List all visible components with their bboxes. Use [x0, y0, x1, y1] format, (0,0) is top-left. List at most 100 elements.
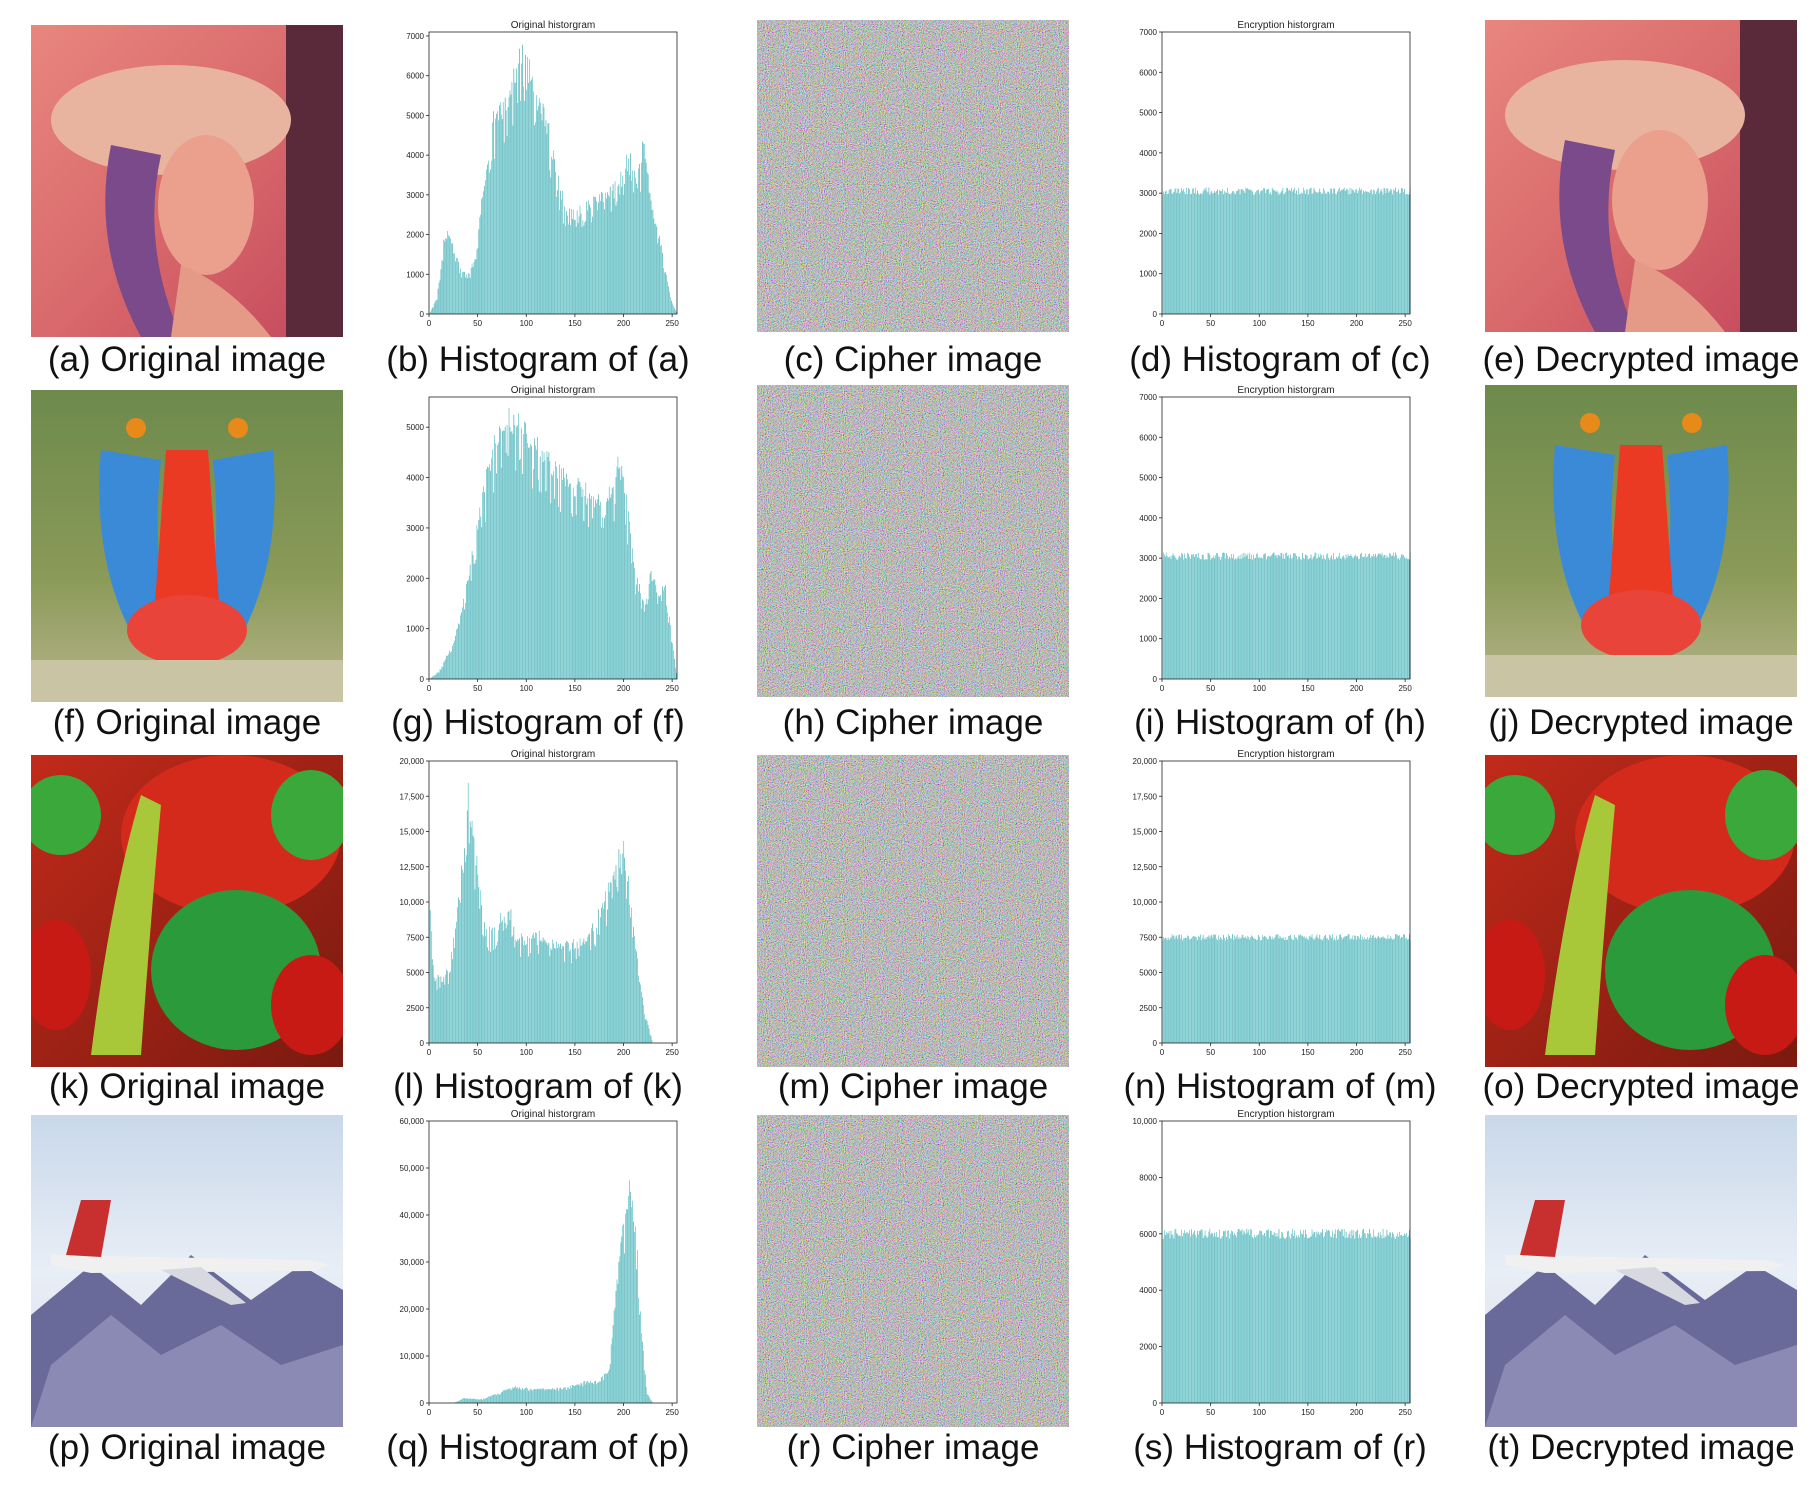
histogram-bar — [583, 938, 585, 1043]
histogram-bar — [1294, 187, 1295, 314]
y-tick-label: 10,000 — [400, 898, 425, 907]
histogram-bar — [593, 196, 594, 314]
histogram-bar — [1287, 187, 1288, 314]
histogram-bar — [476, 525, 478, 679]
histogram-d: Encryption historgram0100020003000400050… — [1139, 20, 1412, 328]
histogram-bar — [1398, 1236, 1399, 1403]
histogram-bar — [1288, 1230, 1289, 1403]
histogram-bar — [498, 442, 499, 679]
histogram-bar — [566, 211, 567, 314]
y-tick-label: 0 — [420, 1039, 425, 1048]
histogram-bar — [1346, 1237, 1348, 1403]
histogram-bar — [1358, 559, 1359, 679]
histogram-bar — [672, 643, 673, 679]
histogram-bar — [1205, 939, 1207, 1043]
x-tick-label: 250 — [665, 684, 679, 693]
histogram-bar — [1243, 1230, 1245, 1403]
histogram-bar — [447, 655, 449, 679]
histogram-bar — [1235, 936, 1237, 1043]
histogram-bar — [1390, 554, 1392, 679]
histogram-bar — [1279, 556, 1281, 679]
histogram-bar — [1275, 1236, 1277, 1403]
histogram-bar — [1238, 1228, 1240, 1403]
histogram-bar — [1184, 938, 1185, 1043]
histogram-bar — [433, 977, 435, 1043]
histogram-bar — [1319, 1234, 1321, 1403]
histogram-bar — [527, 936, 528, 1043]
histogram-bar — [1291, 1233, 1292, 1403]
histogram-bar — [1404, 188, 1405, 314]
histogram-bar — [1366, 191, 1367, 314]
baboon-original-image — [31, 390, 343, 702]
x-tick-label: 250 — [1398, 1408, 1412, 1417]
histogram-bar — [1179, 1235, 1181, 1403]
histogram-bar — [451, 651, 452, 679]
histogram-bar — [539, 941, 541, 1043]
histogram-bar — [1252, 191, 1253, 314]
histogram-bar — [544, 1390, 546, 1403]
histogram-bar — [659, 596, 661, 679]
histogram-bar — [1384, 1235, 1386, 1403]
histogram-bar — [510, 909, 512, 1043]
histogram-bar — [1218, 1237, 1219, 1403]
histogram-bar — [1218, 556, 1219, 679]
histogram-bar — [1241, 934, 1243, 1043]
histogram-bar — [1243, 191, 1245, 314]
histogram-bar — [1295, 553, 1296, 679]
histogram-bar — [1369, 937, 1370, 1043]
histogram-bar — [1312, 938, 1314, 1043]
histogram-bar — [1353, 1230, 1355, 1403]
histogram-bar — [500, 1393, 501, 1403]
histogram-bar — [1351, 188, 1353, 314]
histogram-bar — [491, 929, 492, 1043]
histogram-bar — [613, 1310, 615, 1403]
histogram-bar — [1331, 555, 1332, 679]
histogram-bar — [1277, 1236, 1279, 1403]
histogram-bar — [1169, 938, 1171, 1043]
histogram-bar — [504, 1390, 506, 1403]
histogram-bar — [476, 249, 478, 314]
histogram-bar — [1178, 1235, 1180, 1403]
histogram-bar — [489, 926, 490, 1043]
histogram-bar — [579, 938, 581, 1043]
histogram-bar — [1352, 935, 1354, 1043]
histogram-bar — [1250, 189, 1252, 314]
histogram-bar — [1268, 556, 1270, 679]
histogram-bar — [1193, 1232, 1194, 1403]
histogram-bar — [1180, 938, 1182, 1043]
histogram-bar — [480, 214, 482, 314]
histogram-bar — [523, 945, 524, 1043]
histogram-bar — [1296, 937, 1297, 1043]
histogram-bar — [1213, 1236, 1215, 1403]
histogram-bar — [456, 1401, 457, 1403]
histogram-bar — [540, 939, 542, 1043]
histogram-bar — [573, 1386, 575, 1403]
histogram-bar — [508, 1388, 510, 1403]
histogram-bar — [1225, 940, 1226, 1043]
histogram-bar — [492, 122, 493, 315]
histogram-bar — [595, 946, 596, 1043]
histogram-bar — [581, 497, 583, 679]
histogram-bar — [503, 1389, 505, 1403]
histogram-bar — [640, 984, 641, 1043]
histogram-bar — [481, 198, 483, 314]
histogram-bar — [1299, 194, 1300, 314]
histogram-bar — [1315, 192, 1317, 314]
histogram-bar — [593, 931, 594, 1043]
histogram-bar — [622, 175, 624, 314]
histogram-bar — [1170, 1230, 1172, 1403]
histogram-bar — [1174, 556, 1176, 679]
histogram-bar — [1384, 554, 1386, 679]
histogram-bar — [465, 1398, 467, 1403]
histogram-title: Original historgram — [511, 20, 595, 31]
histogram-bar — [639, 163, 640, 314]
y-tick-label: 10,000 — [400, 1352, 425, 1361]
histogram-bar — [1246, 938, 1248, 1043]
histogram-bar — [464, 609, 465, 679]
caption-g: (g) Histogram of (f) — [391, 703, 685, 742]
histogram-bar — [1193, 935, 1194, 1043]
histogram-bar — [1194, 556, 1195, 679]
histogram-bar — [1268, 188, 1269, 314]
histogram-bar — [1245, 936, 1247, 1043]
histogram-bar — [522, 44, 523, 314]
